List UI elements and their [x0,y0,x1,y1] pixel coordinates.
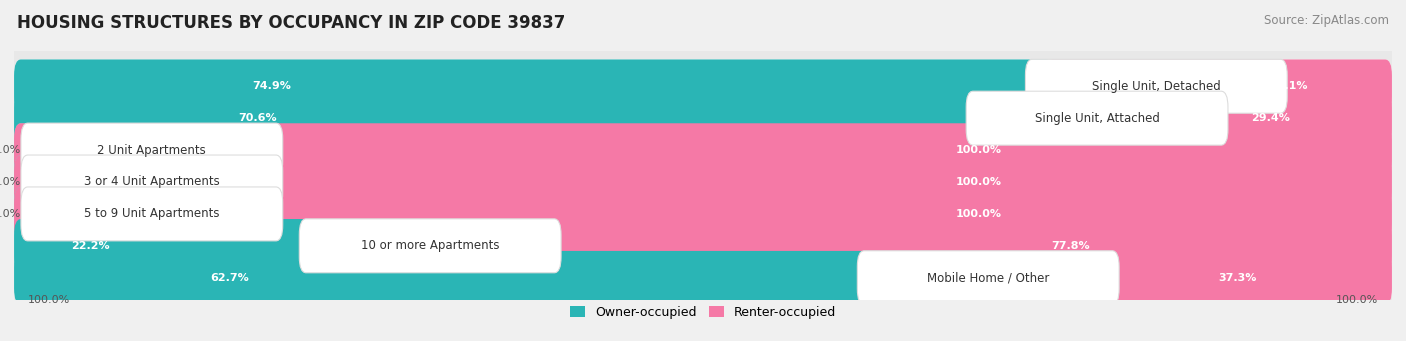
FancyBboxPatch shape [14,219,326,273]
FancyBboxPatch shape [21,187,283,241]
Text: 100.0%: 100.0% [1336,295,1378,305]
FancyBboxPatch shape [14,59,1392,113]
Text: 77.8%: 77.8% [1052,241,1090,251]
FancyBboxPatch shape [3,207,1403,284]
FancyBboxPatch shape [14,219,1392,273]
Text: 100.0%: 100.0% [956,209,1001,219]
FancyBboxPatch shape [1046,59,1392,113]
FancyBboxPatch shape [14,123,1392,177]
FancyBboxPatch shape [3,79,1403,157]
Text: Single Unit, Detached: Single Unit, Detached [1092,80,1220,93]
FancyBboxPatch shape [321,219,1392,273]
Text: 25.1%: 25.1% [1270,81,1308,91]
FancyBboxPatch shape [14,123,124,177]
Text: 37.3%: 37.3% [1219,273,1257,283]
Text: 70.6%: 70.6% [238,113,277,123]
Text: 100.0%: 100.0% [28,295,70,305]
Text: Source: ZipAtlas.com: Source: ZipAtlas.com [1264,14,1389,27]
Text: 29.4%: 29.4% [1251,113,1289,123]
Text: 10 or more Apartments: 10 or more Apartments [361,239,499,252]
FancyBboxPatch shape [14,187,1392,241]
FancyBboxPatch shape [14,187,1392,241]
Text: 22.2%: 22.2% [72,241,110,251]
FancyBboxPatch shape [14,155,1392,209]
Text: 0.0%: 0.0% [0,177,21,187]
Text: 62.7%: 62.7% [211,273,249,283]
FancyBboxPatch shape [14,155,124,209]
FancyBboxPatch shape [14,91,1392,145]
FancyBboxPatch shape [14,123,1392,177]
FancyBboxPatch shape [877,251,1392,305]
FancyBboxPatch shape [14,59,1053,113]
FancyBboxPatch shape [3,239,1403,316]
FancyBboxPatch shape [3,143,1403,221]
FancyBboxPatch shape [3,175,1403,253]
FancyBboxPatch shape [14,187,124,241]
Text: Single Unit, Attached: Single Unit, Attached [1035,112,1160,125]
FancyBboxPatch shape [3,48,1403,125]
FancyBboxPatch shape [21,123,283,177]
FancyBboxPatch shape [14,251,884,305]
FancyBboxPatch shape [966,91,1227,145]
FancyBboxPatch shape [987,91,1392,145]
Text: 100.0%: 100.0% [956,177,1001,187]
FancyBboxPatch shape [299,219,561,273]
Text: 0.0%: 0.0% [0,209,21,219]
Text: 100.0%: 100.0% [956,145,1001,155]
Text: 5 to 9 Unit Apartments: 5 to 9 Unit Apartments [84,207,219,220]
Text: 3 or 4 Unit Apartments: 3 or 4 Unit Apartments [84,176,219,189]
Text: HOUSING STRUCTURES BY OCCUPANCY IN ZIP CODE 39837: HOUSING STRUCTURES BY OCCUPANCY IN ZIP C… [17,14,565,32]
Text: 2 Unit Apartments: 2 Unit Apartments [97,144,207,157]
FancyBboxPatch shape [1025,59,1288,113]
FancyBboxPatch shape [14,91,994,145]
FancyBboxPatch shape [21,155,283,209]
FancyBboxPatch shape [858,251,1119,305]
Text: 0.0%: 0.0% [0,145,21,155]
Text: 74.9%: 74.9% [253,81,291,91]
FancyBboxPatch shape [3,112,1403,189]
FancyBboxPatch shape [14,155,1392,209]
Text: Mobile Home / Other: Mobile Home / Other [927,271,1049,284]
Legend: Owner-occupied, Renter-occupied: Owner-occupied, Renter-occupied [565,301,841,324]
FancyBboxPatch shape [14,251,1392,305]
